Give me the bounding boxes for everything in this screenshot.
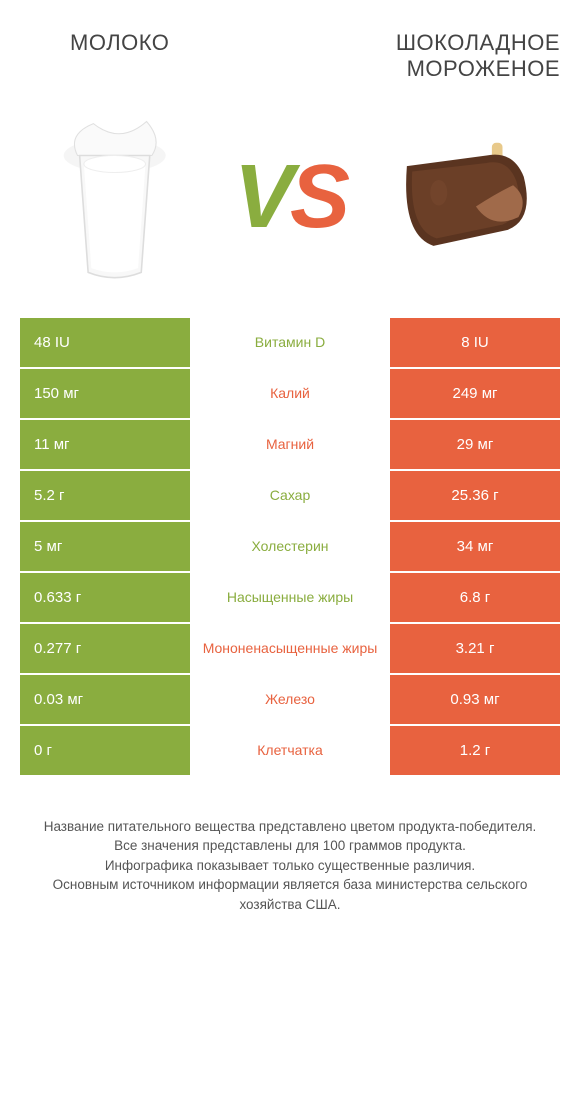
milk-glass-icon [50, 113, 190, 283]
cell-nutrient-label: Калий [190, 369, 390, 418]
cell-nutrient-label: Клетчатка [190, 726, 390, 775]
table-row: 0.277 гМононенасыщенные жиры3.21 г [20, 624, 560, 673]
cell-right-value: 34 мг [390, 522, 560, 571]
cell-nutrient-label: Витамин D [190, 318, 390, 367]
cell-left-value: 0 г [20, 726, 190, 775]
footer-line-3: Инфографика показывает только существенн… [30, 856, 550, 876]
cell-right-value: 8 IU [390, 318, 560, 367]
cell-right-value: 249 мг [390, 369, 560, 418]
titles-row: МОЛОКО ШОКОЛАДНОЕ МОРОЖЕНОЕ [20, 30, 560, 83]
cell-left-value: 150 мг [20, 369, 190, 418]
cell-left-value: 48 IU [20, 318, 190, 367]
vs-s: S [290, 147, 346, 247]
cell-right-value: 25.36 г [390, 471, 560, 520]
table-row: 5 мгХолестерин34 мг [20, 522, 560, 571]
footer-notes: Название питательного вещества представл… [20, 817, 560, 915]
table-row: 11 мгМагний29 мг [20, 420, 560, 469]
table-row: 0.633 гНасыщенные жиры6.8 г [20, 573, 560, 622]
table-row: 150 мгКалий249 мг [20, 369, 560, 418]
images-row: VS [20, 103, 560, 293]
title-right: ШОКОЛАДНОЕ МОРОЖЕНОЕ [396, 30, 560, 83]
table-row: 48 IUВитамин D8 IU [20, 318, 560, 367]
footer-line-1: Название питательного вещества представл… [30, 817, 550, 837]
cell-right-value: 29 мг [390, 420, 560, 469]
cell-right-value: 0.93 мг [390, 675, 560, 724]
cell-left-value: 0.277 г [20, 624, 190, 673]
table-row: 0.03 мгЖелезо0.93 мг [20, 675, 560, 724]
ice-cream-image [370, 108, 550, 288]
vs-v: V [234, 147, 290, 247]
vs-label: VS [234, 146, 346, 249]
footer-line-4: Основным источником информации является … [30, 875, 550, 914]
cell-nutrient-label: Холестерин [190, 522, 390, 571]
cell-nutrient-label: Магний [190, 420, 390, 469]
cell-left-value: 0.03 мг [20, 675, 190, 724]
footer-line-2: Все значения представлены для 100 граммо… [30, 836, 550, 856]
cell-left-value: 11 мг [20, 420, 190, 469]
cell-left-value: 0.633 г [20, 573, 190, 622]
cell-nutrient-label: Железо [190, 675, 390, 724]
cell-nutrient-label: Сахар [190, 471, 390, 520]
cell-right-value: 6.8 г [390, 573, 560, 622]
title-left: МОЛОКО [20, 30, 169, 56]
table-row: 5.2 гСахар25.36 г [20, 471, 560, 520]
cell-right-value: 3.21 г [390, 624, 560, 673]
milk-image [30, 108, 210, 288]
cell-nutrient-label: Мононенасыщенные жиры [190, 624, 390, 673]
title-right-line2: МОРОЖЕНОЕ [396, 56, 560, 82]
cell-right-value: 1.2 г [390, 726, 560, 775]
table-row: 0 гКлетчатка1.2 г [20, 726, 560, 775]
title-right-line1: ШОКОЛАДНОЕ [396, 30, 560, 56]
comparison-table: 48 IUВитамин D8 IU150 мгКалий249 мг11 мг… [20, 318, 560, 777]
cell-left-value: 5 мг [20, 522, 190, 571]
cell-nutrient-label: Насыщенные жиры [190, 573, 390, 622]
cell-left-value: 5.2 г [20, 471, 190, 520]
chocolate-bar-icon [375, 133, 545, 263]
